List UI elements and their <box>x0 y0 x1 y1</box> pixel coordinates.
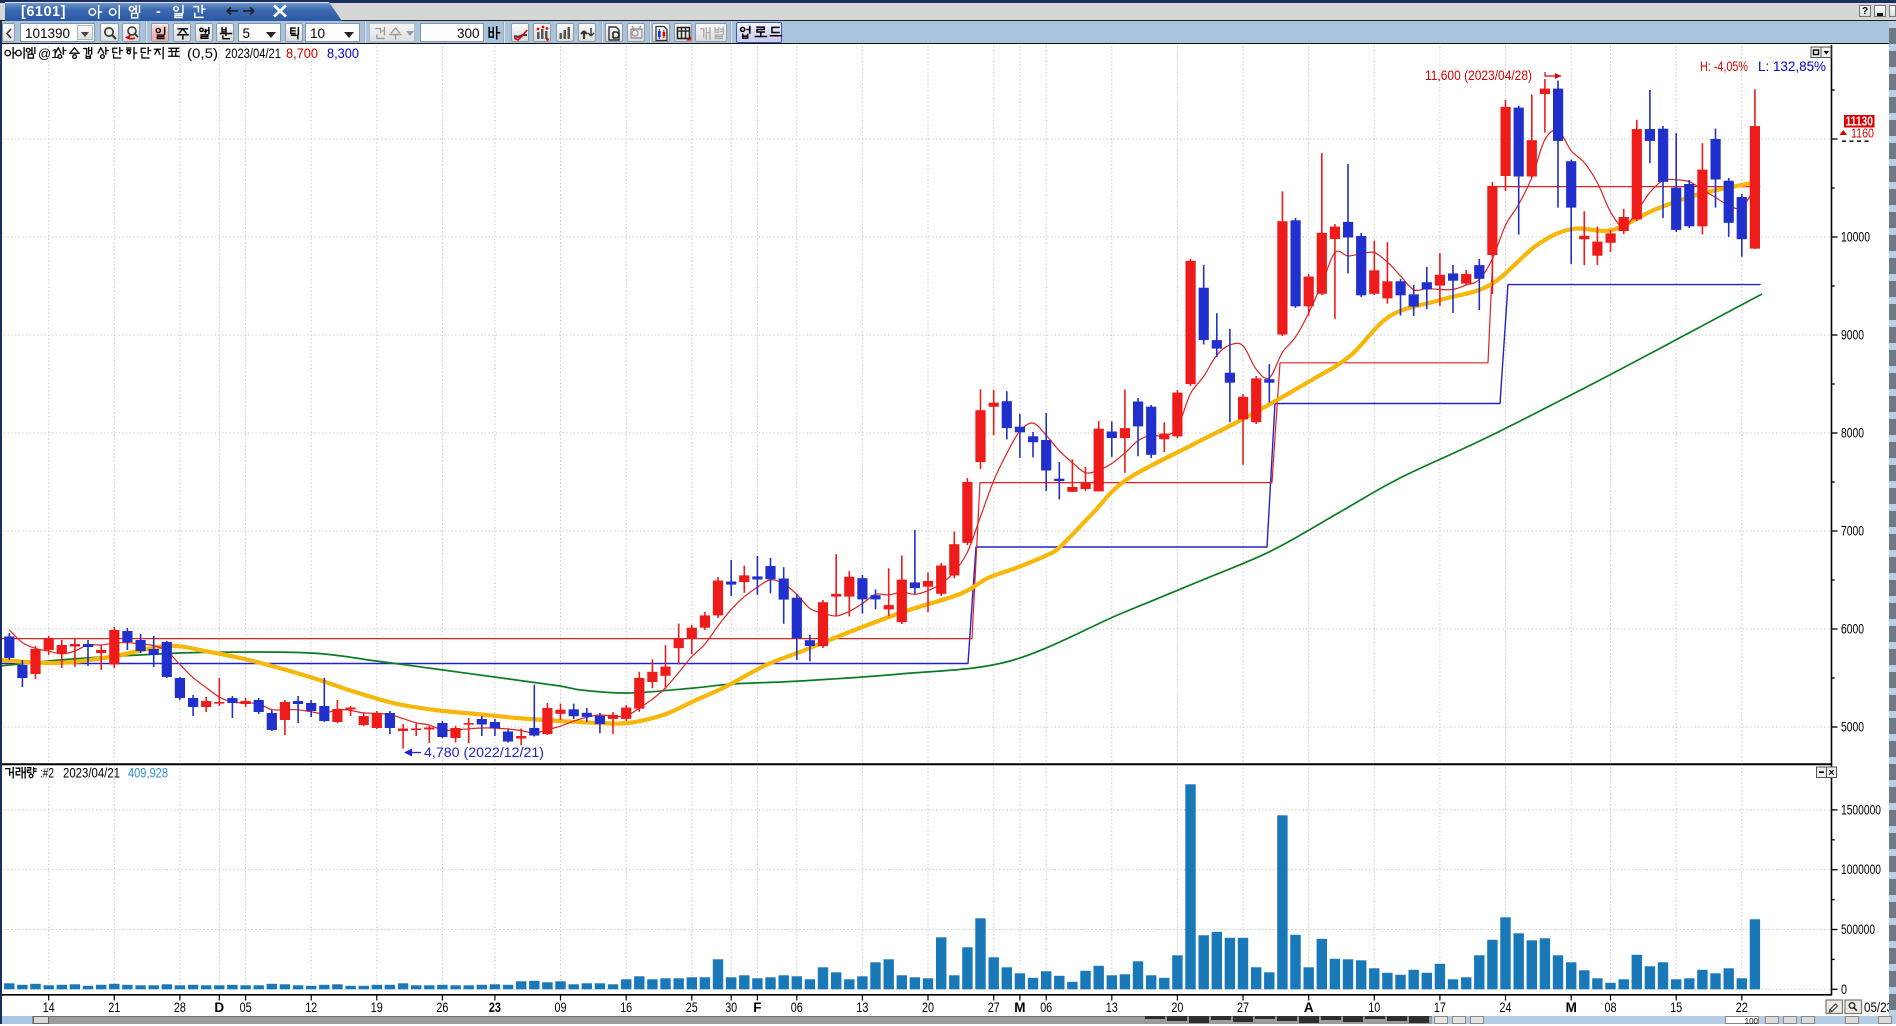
svg-text:20: 20 <box>922 1000 934 1015</box>
svg-text:1500000: 1500000 <box>1841 802 1881 817</box>
svg-text:@1: @1 <box>38 46 58 61</box>
svg-text:1160: 1160 <box>1851 127 1874 141</box>
svg-text:11,600 (2023/04/28): 11,600 (2023/04/28) <box>1425 68 1532 83</box>
svg-text:06: 06 <box>791 1000 803 1015</box>
svg-text:23: 23 <box>489 1000 501 1015</box>
svg-text:05: 05 <box>240 1000 252 1015</box>
svg-text:F: F <box>753 1000 761 1015</box>
svg-text:A: A <box>1304 1000 1314 1015</box>
svg-text:09: 09 <box>555 1000 567 1015</box>
svg-text:24: 24 <box>1500 1000 1512 1015</box>
svg-text:M: M <box>1014 1000 1025 1015</box>
svg-text:H: -4,05%: H: -4,05% <box>1700 59 1748 74</box>
svg-text:27: 27 <box>988 1000 1000 1015</box>
svg-text:500000: 500000 <box>1841 922 1875 937</box>
svg-text:4,780 (2022/12/21): 4,780 (2022/12/21) <box>424 745 544 760</box>
svg-text:M: M <box>1566 1000 1577 1015</box>
svg-text:11130: 11130 <box>1846 115 1874 129</box>
svg-text:-: - <box>156 3 161 19</box>
svg-text:409,928: 409,928 <box>128 766 168 781</box>
svg-text:27: 27 <box>1237 1000 1249 1015</box>
svg-text:2023/04/21: 2023/04/21 <box>63 766 120 781</box>
svg-text:0: 0 <box>1841 982 1847 997</box>
svg-text:26: 26 <box>436 1000 448 1015</box>
svg-text:8000: 8000 <box>1841 426 1864 441</box>
svg-text:(0,5): (0,5) <box>187 46 218 61</box>
svg-text:17: 17 <box>1434 1000 1446 1015</box>
svg-text:05/23: 05/23 <box>1864 1000 1893 1015</box>
svg-text:19: 19 <box>371 1000 383 1015</box>
svg-text:21: 21 <box>108 1000 120 1015</box>
svg-text:20: 20 <box>1171 1000 1183 1015</box>
svg-text:1000000: 1000000 <box>1841 862 1881 877</box>
svg-text:8,700: 8,700 <box>286 46 318 61</box>
svg-text:12: 12 <box>305 1000 317 1015</box>
svg-text:9000: 9000 <box>1841 328 1864 343</box>
svg-text:7000: 7000 <box>1841 524 1864 539</box>
svg-text:6000: 6000 <box>1841 622 1864 637</box>
svg-text:06: 06 <box>1040 1000 1052 1015</box>
svg-text:08: 08 <box>1605 1000 1617 1015</box>
svg-text:10000: 10000 <box>1841 230 1870 245</box>
svg-text:13: 13 <box>1106 1000 1118 1015</box>
svg-text:13: 13 <box>856 1000 868 1015</box>
svg-text:14: 14 <box>43 1000 55 1015</box>
svg-text:22: 22 <box>1736 1000 1748 1015</box>
svg-text:16: 16 <box>620 1000 632 1015</box>
svg-text:L: 132,85%: L: 132,85% <box>1758 59 1826 74</box>
svg-text:10: 10 <box>1368 1000 1380 1015</box>
svg-text:[6101]: [6101] <box>21 4 66 20</box>
svg-text:28: 28 <box>174 1000 186 1015</box>
svg-text:D: D <box>214 1000 224 1015</box>
svg-text:8,300: 8,300 <box>327 46 359 61</box>
svg-text:30: 30 <box>725 1000 737 1015</box>
svg-text:25: 25 <box>686 1000 698 1015</box>
svg-text:5000: 5000 <box>1841 720 1864 735</box>
svg-text:2023/04/21: 2023/04/21 <box>225 46 281 61</box>
svg-text::#2: :#2 <box>40 766 54 781</box>
svg-text:15: 15 <box>1670 1000 1682 1015</box>
